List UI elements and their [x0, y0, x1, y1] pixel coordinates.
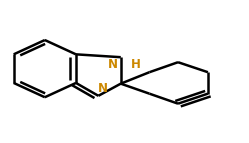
- Text: H: H: [131, 58, 141, 71]
- Text: N: N: [108, 58, 118, 71]
- Text: N: N: [98, 82, 108, 95]
